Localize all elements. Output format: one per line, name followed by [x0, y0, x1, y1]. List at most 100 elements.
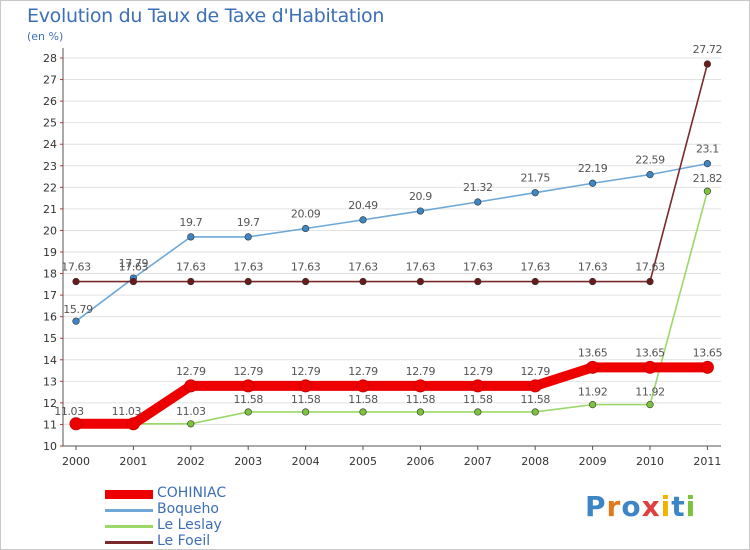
legend-swatch: [105, 490, 153, 499]
y-tick-19: 19: [43, 246, 57, 259]
data-label: 17.63: [291, 261, 321, 274]
data-point: [359, 408, 367, 416]
y-tick-26: 26: [43, 95, 57, 108]
data-point: [588, 401, 597, 409]
data-label: 12.79: [233, 365, 263, 378]
data-label: 27.72: [693, 43, 723, 56]
y-tick-22: 22: [43, 181, 57, 194]
y-tick-21: 21: [43, 203, 57, 216]
y-tick-18: 18: [43, 268, 57, 281]
data-label: 17.63: [119, 261, 149, 274]
data-label: 15.79: [63, 303, 93, 316]
data-point: [531, 189, 539, 197]
data-label: 12.79: [406, 365, 436, 378]
data-point: [646, 401, 654, 409]
y-tick-12: 12: [43, 397, 57, 410]
data-label: 11.92: [635, 386, 665, 399]
data-point: [302, 408, 310, 416]
data-point: [69, 417, 83, 431]
data-point: [531, 408, 539, 416]
series-layer: [69, 60, 714, 431]
data-point: [474, 198, 482, 206]
data-label: 12.79: [176, 365, 206, 378]
data-label: 21.32: [463, 181, 493, 194]
y-tick-13: 13: [43, 375, 57, 388]
x-tick-2000: 2000: [62, 455, 90, 468]
axes: [60, 48, 721, 450]
logo-letter: o: [621, 490, 642, 523]
data-label: 17.63: [348, 261, 378, 274]
series-line: [75, 63, 709, 283]
data-point: [187, 277, 195, 286]
y-tick-28: 28: [43, 52, 57, 65]
data-point: [359, 277, 367, 286]
y-tick-20: 20: [43, 224, 57, 237]
data-point: [586, 360, 600, 374]
data-point: [646, 277, 654, 286]
x-tick-2004: 2004: [292, 455, 320, 468]
data-label: 11.03: [54, 405, 84, 418]
series-line: [75, 162, 709, 322]
x-tick-2001: 2001: [119, 455, 147, 468]
data-label: 23.1: [696, 143, 719, 156]
y-tick-14: 14: [43, 354, 57, 367]
x-tick-2009: 2009: [579, 455, 607, 468]
data-label: 11.92: [578, 386, 608, 399]
data-point: [299, 379, 313, 393]
logo-letter: x: [641, 490, 661, 523]
data-label: 12.79: [520, 365, 550, 378]
y-tick-15: 15: [43, 332, 57, 345]
x-tick-labels: 2000 2001 2002 2003 2004 2005 2006 2007 2008 2009…: [62, 455, 721, 468]
data-point: [126, 417, 140, 431]
data-label: 22.59: [635, 154, 665, 167]
logo-letter: i: [685, 490, 697, 523]
legend-label: Le Leslay: [157, 517, 222, 533]
series-le-leslay: [72, 187, 712, 428]
data-label: 13.65: [635, 346, 665, 359]
data-point: [187, 233, 195, 241]
logo-letter: i: [660, 490, 672, 523]
data-point: [416, 408, 425, 416]
x-tick-2007: 2007: [464, 455, 492, 468]
data-label: 20.9: [409, 190, 432, 203]
data-label: 17.63: [520, 261, 550, 274]
logo-letter: r: [606, 490, 622, 523]
data-point: [72, 317, 80, 325]
data-label: 22.19: [578, 162, 608, 175]
data-point: [413, 379, 427, 393]
legend-swatch: [105, 541, 153, 544]
chart-subtitle: (en %): [27, 30, 64, 43]
series-cohiniac: [69, 360, 714, 431]
data-label: 11.58: [406, 393, 436, 406]
legend-label: Le Foeil: [157, 533, 211, 549]
data-label: 19.7: [179, 216, 202, 229]
legend-label: COHINIAC: [157, 485, 227, 501]
data-label: 17.63: [635, 261, 665, 274]
data-point: [588, 277, 597, 286]
logo-letter: t: [671, 490, 686, 523]
data-point: [643, 360, 657, 374]
data-label: 20.09: [291, 208, 321, 221]
data-point: [588, 179, 597, 187]
data-point: [474, 277, 482, 286]
y-tick-23: 23: [43, 160, 57, 173]
data-label: 17.63: [176, 261, 206, 274]
data-label: 21.82: [693, 172, 723, 185]
data-point: [531, 277, 539, 286]
grid-lines: [63, 57, 721, 447]
data-label: 17.63: [578, 261, 608, 274]
x-tick-2002: 2002: [177, 455, 205, 468]
data-label: 17.63: [233, 261, 263, 274]
y-tick-11: 11: [43, 418, 57, 431]
data-point: [703, 160, 712, 168]
legend-label: Boqueho: [157, 501, 219, 517]
data-label: 12.79: [348, 365, 378, 378]
data-label: 17.63: [406, 261, 436, 274]
data-label: 17.79: [119, 257, 149, 270]
data-label: 12.79: [291, 365, 321, 378]
series-le-foeil: [72, 60, 712, 286]
data-point: [359, 216, 367, 224]
data-point: [244, 277, 252, 286]
y-tick-labels: 10 11 12 13 14 15 16 17 18 19 20 21 22 23 24 25 26 27 28: [43, 52, 57, 453]
y-tick-17: 17: [43, 289, 57, 302]
